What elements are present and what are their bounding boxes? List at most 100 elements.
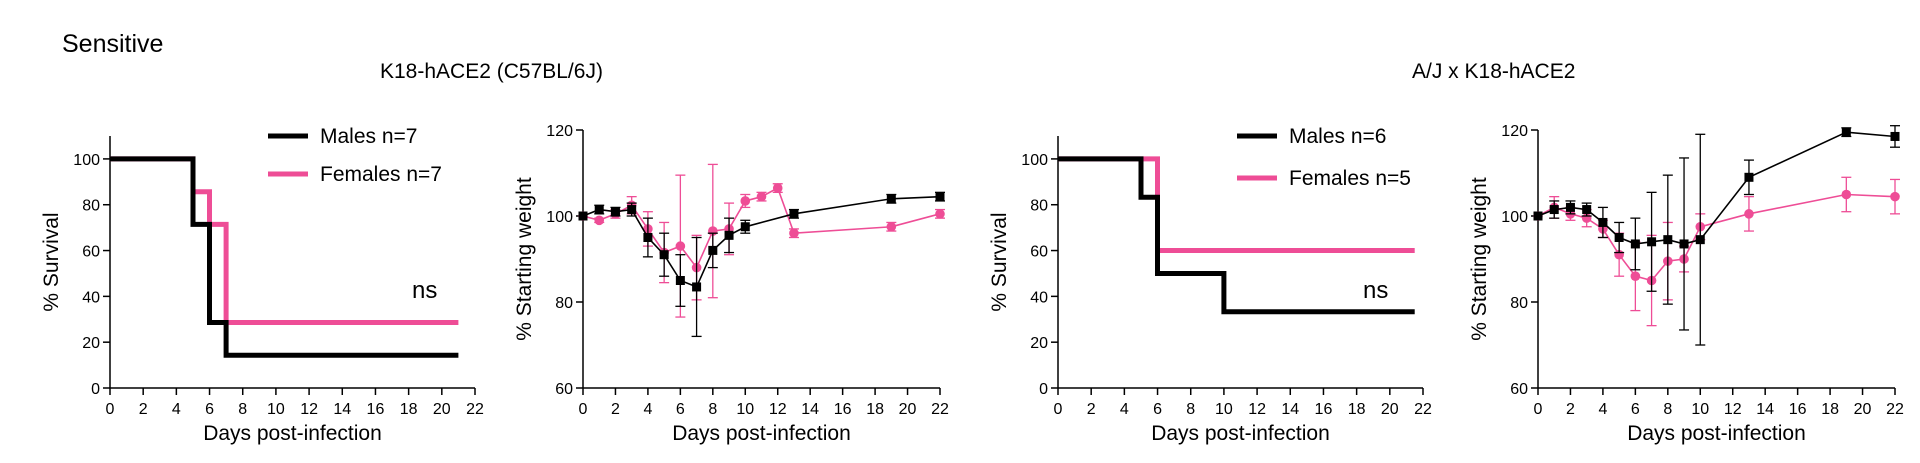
x-tick-label: 20 — [899, 401, 917, 418]
x-tick-label: 8 — [238, 401, 247, 418]
weight-series-males — [1533, 125, 1900, 346]
x-tick-label: 16 — [1315, 401, 1333, 418]
data-point — [1744, 209, 1754, 219]
data-point — [1565, 202, 1575, 212]
significance-annotation: ns — [412, 277, 437, 304]
data-point — [756, 191, 767, 202]
data-point — [594, 215, 605, 226]
x-tick-label: 22 — [466, 401, 484, 418]
y-axis-label: % Survival — [988, 212, 1011, 311]
weight-series-females — [1533, 176, 1900, 327]
x-axis-label: Days post-infection — [203, 422, 382, 445]
data-point — [1890, 131, 1900, 141]
x-tick-label: 20 — [1381, 401, 1399, 418]
x-axis-label: Days post-infection — [672, 422, 851, 445]
weight-line — [582, 195, 941, 288]
legend-entry: Females n=7 — [320, 163, 442, 186]
x-tick-label: 12 — [300, 401, 318, 418]
data-point — [675, 276, 685, 285]
x-tick-label: 14 — [1281, 401, 1299, 418]
x-tick-label: 4 — [643, 401, 652, 418]
x-tick-label: 6 — [205, 401, 214, 418]
x-tick-label: 22 — [931, 401, 949, 418]
y-tick-label: 120 — [1501, 123, 1528, 140]
x-tick-label: 8 — [1663, 401, 1672, 418]
data-point — [675, 241, 686, 251]
x-tick-label: 18 — [866, 401, 884, 418]
y-tick-label: 20 — [82, 335, 100, 352]
weight-series-females — [578, 163, 945, 318]
data-point — [935, 209, 945, 219]
data-point — [594, 205, 604, 215]
data-point — [1647, 237, 1657, 247]
x-tick-label: 0 — [579, 401, 588, 418]
x-tick-label: 0 — [1054, 401, 1063, 418]
page-label: Sensitive — [62, 30, 164, 58]
data-point — [1679, 239, 1689, 249]
x-tick-label: 4 — [172, 401, 181, 418]
y-axis-label: % Starting weight — [513, 177, 536, 341]
x-tick-label: 2 — [1087, 401, 1096, 418]
y-tick-label: 80 — [1030, 198, 1048, 215]
x-tick-label: 8 — [708, 401, 717, 418]
x-tick-label: 4 — [1120, 401, 1129, 418]
x-tick-label: 16 — [1789, 401, 1807, 418]
group-title-left: K18-hACE2 (C57BL/6J) — [380, 60, 603, 83]
data-point — [1744, 172, 1754, 182]
y-tick-label: 0 — [91, 381, 100, 398]
data-point — [643, 233, 653, 242]
data-point — [886, 194, 896, 204]
y-tick-label: 100 — [1021, 152, 1048, 169]
survival-curve-males — [1058, 156, 1415, 315]
x-tick-label: 2 — [1566, 401, 1575, 418]
survival-curve-males — [110, 156, 459, 358]
y-tick-label: 40 — [82, 289, 100, 306]
x-tick-label: 4 — [1598, 401, 1607, 418]
weight-series-males — [578, 191, 945, 338]
chart-panel-k18-weight: 0 2 4 6 8 10 12 14 16 18 20 22 60 80 100 120 Days post-i… — [513, 123, 949, 445]
weight-line — [1537, 193, 1896, 282]
chart-panel-aj-weight: 0 2 4 6 8 10 12 14 16 18 20 22 60 80 100 120 Days post-i… — [1468, 123, 1904, 445]
x-tick-label: 18 — [1348, 401, 1366, 418]
x-tick-label: 10 — [267, 401, 285, 418]
y-tick-label: 80 — [82, 198, 100, 215]
x-tick-label: 8 — [1186, 401, 1195, 418]
group-title-right: A/J x K18-hACE2 — [1412, 60, 1576, 83]
x-tick-label: 20 — [1854, 401, 1872, 418]
x-tick-label: 18 — [400, 401, 418, 418]
legend-entry: Females n=5 — [1289, 167, 1411, 190]
x-tick-label: 6 — [1153, 401, 1162, 418]
y-tick-label: 60 — [555, 381, 573, 398]
x-tick-label: 12 — [769, 401, 787, 418]
x-axis-label: Days post-infection — [1151, 422, 1330, 445]
data-point — [1890, 191, 1900, 202]
y-tick-label: 100 — [546, 209, 573, 226]
x-tick-label: 6 — [676, 401, 685, 418]
y-axis-label: % Starting weight — [1468, 177, 1491, 341]
x-axis-label: Days post-infection — [1627, 422, 1806, 445]
data-point — [610, 207, 620, 217]
data-point — [578, 211, 588, 221]
y-tick-label: 40 — [1030, 289, 1048, 306]
data-point — [627, 205, 637, 215]
x-tick-label: 16 — [834, 401, 852, 418]
x-tick-label: 12 — [1724, 401, 1742, 418]
x-tick-label: 22 — [1886, 401, 1904, 418]
chart-panel-aj-survival: 0 2 4 6 8 10 12 14 16 18 20 22 0 20 40 60 80 100 Days post… — [988, 125, 1432, 445]
x-tick-label: 0 — [106, 401, 115, 418]
data-point — [1533, 211, 1543, 221]
x-tick-label: 10 — [736, 401, 754, 418]
data-point — [1630, 271, 1641, 282]
legend-entry: Males n=6 — [1289, 125, 1386, 148]
x-tick-label: 20 — [433, 401, 451, 418]
y-tick-label: 120 — [546, 123, 573, 140]
data-point — [1598, 217, 1608, 227]
y-tick-label: 60 — [1030, 244, 1048, 261]
data-point — [659, 250, 669, 260]
x-tick-label: 14 — [333, 401, 351, 418]
x-tick-label: 0 — [1534, 401, 1543, 418]
y-tick-label: 80 — [1510, 295, 1528, 312]
y-tick-label: 100 — [1501, 209, 1528, 226]
x-tick-label: 18 — [1821, 401, 1839, 418]
legend-entry: Males n=7 — [320, 125, 417, 148]
